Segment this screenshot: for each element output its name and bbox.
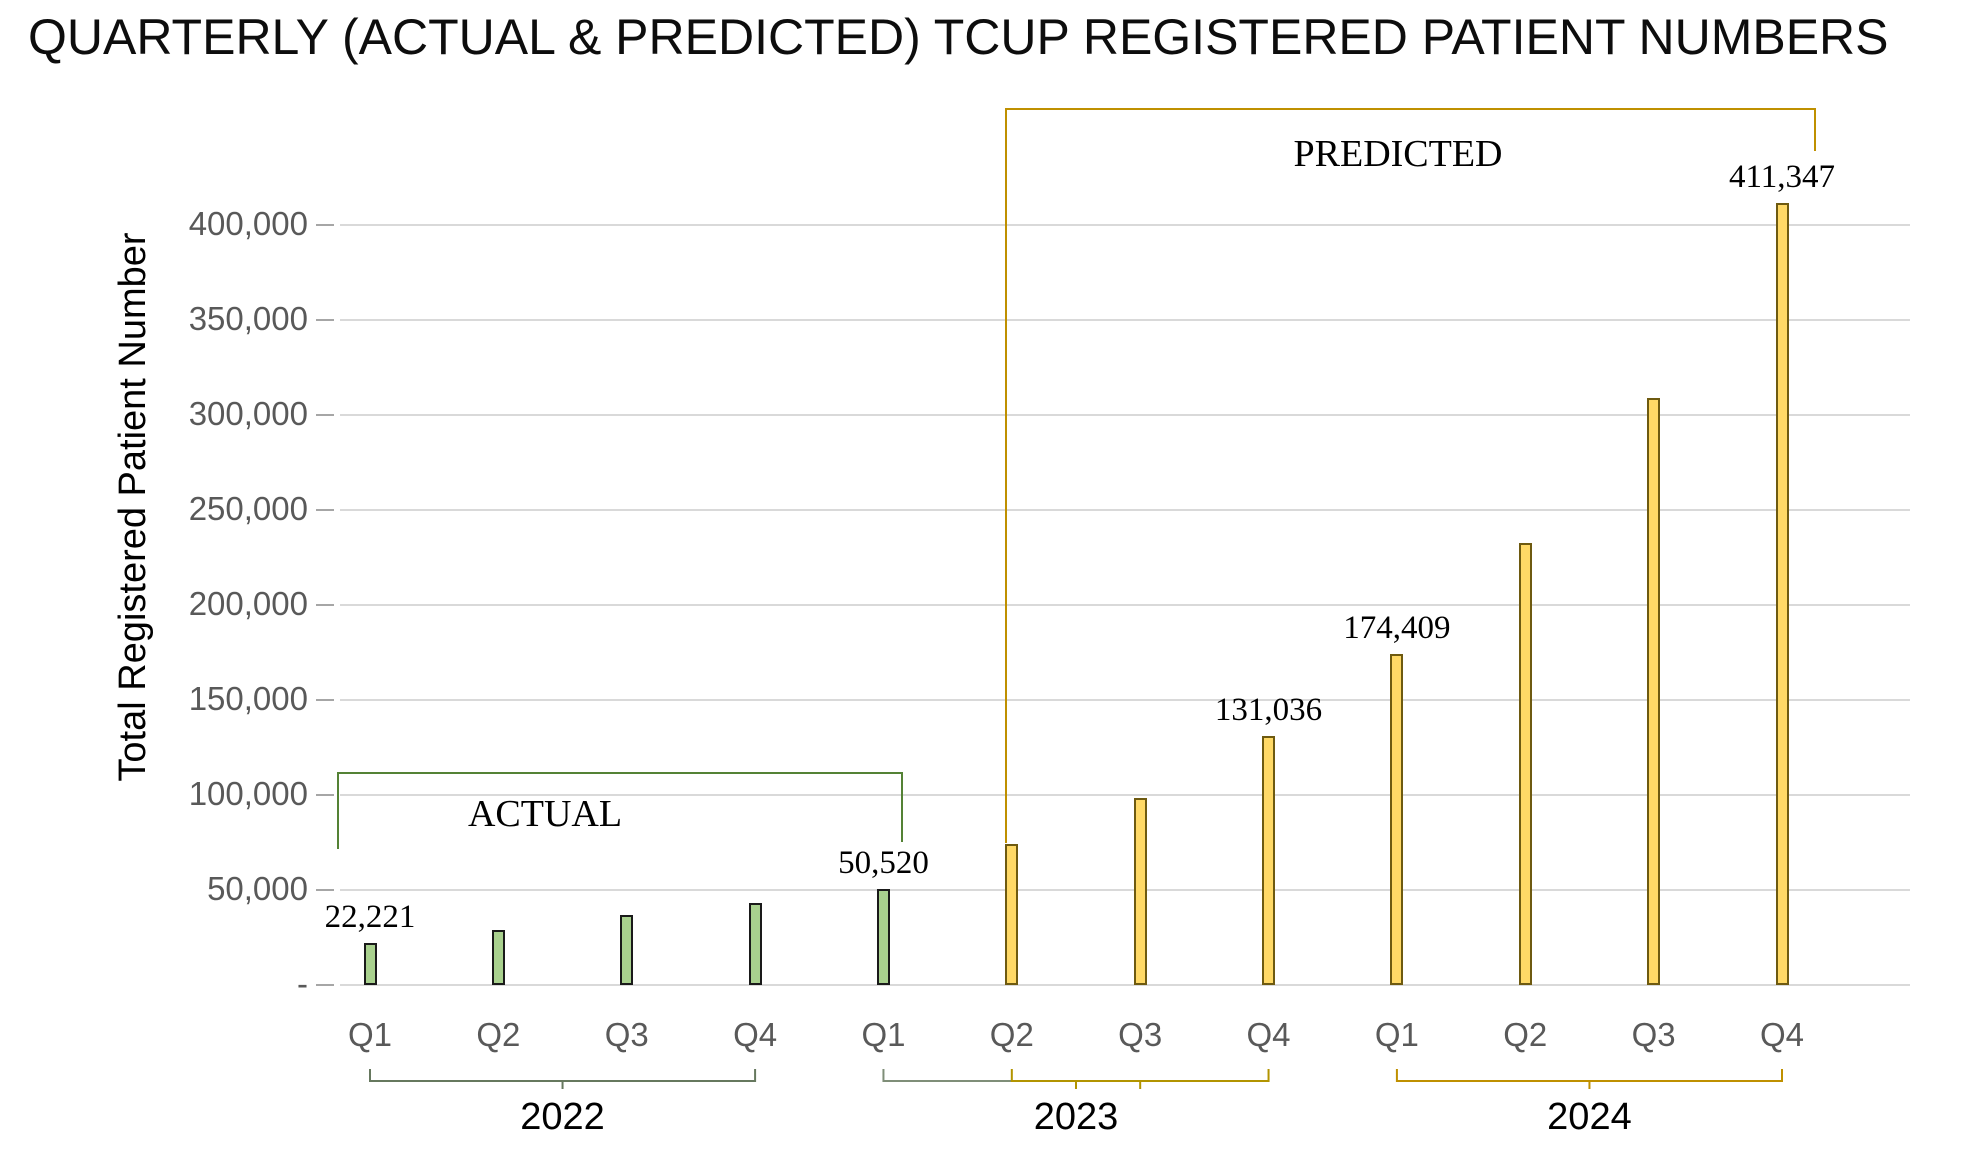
y-tick-label: 350,000	[188, 300, 308, 337]
actual-range-label: ACTUAL	[467, 793, 623, 835]
y-axis-tick	[316, 984, 334, 986]
y-tick-label: 100,000	[188, 775, 308, 812]
predicted-range-label: PREDICTED	[1293, 133, 1503, 175]
bar-value-label-2024-q1: 174,409	[1343, 609, 1451, 646]
x-tick-label-2024-q2: Q2	[1503, 1016, 1548, 1053]
bar-2022-q2	[491, 929, 505, 985]
year-label-2022: 2022	[520, 1096, 605, 1138]
gridline	[340, 604, 1910, 606]
bar-value-label-2023-q4: 131,036	[1214, 692, 1323, 729]
y-axis-tick	[316, 699, 334, 701]
y-tick-label: 50,000	[207, 870, 308, 907]
y-axis-tick	[316, 889, 334, 891]
y-tick-label: 300,000	[188, 395, 308, 432]
y-axis-tick	[316, 794, 334, 796]
x-tick-label-2024-q3: Q3	[1631, 1016, 1676, 1053]
year-label-2023: 2023	[1033, 1096, 1119, 1138]
gridline	[340, 319, 1910, 321]
gridline	[340, 984, 1910, 986]
y-tick-label: 150,000	[188, 680, 308, 717]
y-tick-label: 400,000	[188, 205, 308, 242]
y-axis-tick	[316, 224, 334, 226]
y-tick-label: 200,000	[188, 585, 308, 622]
bar-2023-q3	[1133, 797, 1147, 985]
gridline	[340, 699, 1910, 701]
chart-title: QUARTERLY (ACTUAL & PREDICTED) TCUP REGI…	[28, 9, 1889, 65]
x-tick-label-2022-q1: Q1	[347, 1016, 393, 1053]
bar-2024-q1	[1390, 653, 1404, 985]
bar-2024-q4	[1775, 203, 1789, 985]
bar-2022-q3	[620, 914, 634, 985]
x-tick-label-2024-q1: Q1	[1374, 1016, 1419, 1053]
x-tick-label-2022-q4: Q4	[733, 1016, 778, 1053]
bar-2024-q3	[1647, 397, 1661, 985]
x-tick-label-2023-q1: Q1	[861, 1016, 906, 1053]
bar-2024-q2	[1518, 543, 1532, 985]
bar-value-label-2022-q1: 22,221	[324, 898, 416, 935]
bar-value-label-2023-q1: 50,520	[838, 845, 929, 881]
bar-2023-q1	[876, 889, 890, 985]
x-tick-label-2023-q3: Q3	[1118, 1016, 1163, 1053]
y-axis-tick	[316, 604, 334, 606]
x-tick-label-2024-q4: Q4	[1759, 1016, 1805, 1053]
year-label-2024: 2024	[1547, 1096, 1632, 1138]
bar-2022-q4	[748, 902, 762, 985]
bar-2022-q1	[363, 942, 377, 985]
bar-2023-q2	[1005, 844, 1019, 985]
x-tick-label-2022-q2: Q2	[476, 1016, 521, 1053]
y-tick-label: -	[297, 965, 308, 1002]
gridline	[340, 224, 1910, 226]
gridline	[340, 509, 1910, 511]
y-tick-label: 250,000	[188, 490, 308, 527]
x-tick-label-2023-q4: Q4	[1246, 1016, 1291, 1053]
x-tick-label-2023-q2: Q2	[989, 1016, 1034, 1053]
x-tick-label-2022-q3: Q3	[604, 1016, 649, 1053]
y-axis-tick	[316, 319, 334, 321]
bar-value-label-2024-q4: 411,347	[1728, 159, 1836, 196]
gridline	[340, 889, 1910, 891]
y-axis-tick	[316, 414, 334, 416]
gridline	[340, 414, 1910, 416]
y-axis-tick	[316, 509, 334, 511]
bar-2023-q4	[1262, 736, 1276, 985]
